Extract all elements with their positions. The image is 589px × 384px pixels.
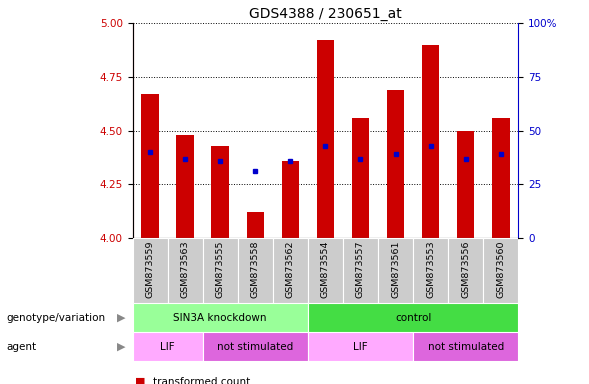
- Text: GSM873556: GSM873556: [461, 241, 470, 298]
- Title: GDS4388 / 230651_at: GDS4388 / 230651_at: [249, 7, 402, 21]
- Bar: [387, 90, 404, 238]
- Bar: [422, 45, 439, 238]
- Text: GSM873562: GSM873562: [286, 241, 295, 298]
- Text: SIN3A knockdown: SIN3A knockdown: [173, 313, 267, 323]
- Bar: [413, 238, 448, 303]
- Bar: [133, 303, 308, 332]
- Text: genotype/variation: genotype/variation: [6, 313, 105, 323]
- Text: ▶: ▶: [117, 341, 125, 352]
- Bar: [133, 332, 203, 361]
- Text: GSM873557: GSM873557: [356, 241, 365, 298]
- Text: transformed count: transformed count: [153, 377, 250, 384]
- Bar: [413, 332, 518, 361]
- Text: GSM873559: GSM873559: [145, 241, 154, 298]
- Text: GSM873560: GSM873560: [497, 241, 505, 298]
- Text: GSM873563: GSM873563: [181, 241, 190, 298]
- Bar: [492, 118, 509, 238]
- Bar: [203, 238, 238, 303]
- Bar: [308, 238, 343, 303]
- Bar: [203, 332, 308, 361]
- Bar: [273, 238, 308, 303]
- Text: control: control: [395, 313, 431, 323]
- Text: GSM873554: GSM873554: [321, 241, 330, 298]
- Text: LIF: LIF: [353, 341, 368, 352]
- Bar: [317, 40, 334, 238]
- Text: GSM873561: GSM873561: [391, 241, 400, 298]
- Bar: [457, 131, 475, 238]
- Bar: [378, 238, 413, 303]
- Bar: [211, 146, 229, 238]
- Bar: [352, 118, 369, 238]
- Bar: [141, 94, 159, 238]
- Bar: [282, 161, 299, 238]
- Bar: [343, 238, 378, 303]
- Text: ■: ■: [135, 377, 146, 384]
- Bar: [308, 303, 518, 332]
- Text: GSM873555: GSM873555: [216, 241, 225, 298]
- Bar: [238, 238, 273, 303]
- Text: not stimulated: not stimulated: [217, 341, 293, 352]
- Text: not stimulated: not stimulated: [428, 341, 504, 352]
- Text: ▶: ▶: [117, 313, 125, 323]
- Bar: [308, 332, 413, 361]
- Text: LIF: LIF: [160, 341, 175, 352]
- Text: GSM873558: GSM873558: [251, 241, 260, 298]
- Bar: [247, 212, 264, 238]
- Bar: [176, 135, 194, 238]
- Bar: [448, 238, 483, 303]
- Bar: [483, 238, 518, 303]
- Bar: [168, 238, 203, 303]
- Bar: [133, 238, 168, 303]
- Text: agent: agent: [6, 341, 36, 352]
- Text: GSM873553: GSM873553: [426, 241, 435, 298]
